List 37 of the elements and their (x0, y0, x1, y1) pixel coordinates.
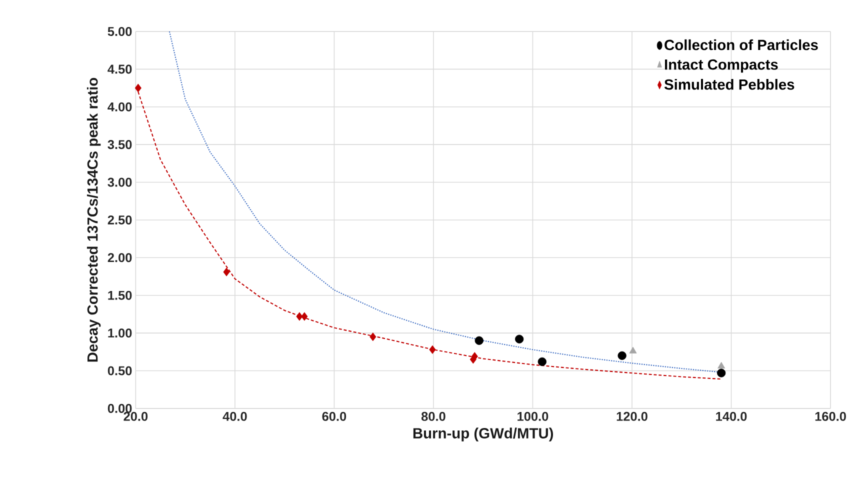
x-tick-label: 80.0 (421, 412, 446, 421)
y-tick-label: 5.00 (108, 26, 132, 36)
y-tick-label: 1.50 (108, 290, 132, 300)
x-tick-label: 160.0 (815, 412, 846, 421)
x-tick-label: 100.0 (518, 412, 548, 421)
y-tick-label: 3.00 (108, 178, 132, 187)
point (718, 362, 726, 368)
y-tick-label: 3.50 (108, 140, 132, 150)
y-tick-label: 2.50 (108, 215, 132, 224)
x-tick-label: 60.0 (322, 412, 346, 421)
point (538, 357, 546, 366)
legend-label: Intact Compacts (664, 59, 778, 73)
x-tick-label: 140.0 (716, 412, 747, 421)
y-tick-label: 0.00 (108, 404, 132, 413)
x-tick-label: 20.0 (124, 412, 148, 421)
point (515, 334, 524, 344)
legend-label: Simulated Pebbles (664, 78, 794, 90)
point (296, 312, 303, 321)
point (223, 268, 230, 276)
x-tick-label: 120.0 (616, 412, 648, 421)
point (618, 351, 626, 360)
legend-label: Collection of Particles (664, 39, 818, 50)
point (717, 368, 726, 378)
y-axis-title: Decay Corrected 137Cs/134Cs peak ratio (86, 78, 101, 362)
y-tick-label: 4.50 (108, 64, 132, 74)
x-tick-label: 40.0 (222, 412, 247, 421)
point (134, 84, 142, 92)
point (629, 346, 637, 354)
y-tick-label: 4.00 (108, 102, 132, 112)
point (429, 345, 436, 354)
y-tick-label: 0.50 (108, 366, 132, 376)
y-tick-label: 2.00 (108, 253, 132, 262)
x-axis-title: Burn-up (GWd/MTU) (413, 428, 554, 442)
point (301, 312, 308, 321)
y-tick-label: 1.00 (108, 328, 132, 338)
point (370, 332, 376, 342)
point (474, 336, 484, 345)
